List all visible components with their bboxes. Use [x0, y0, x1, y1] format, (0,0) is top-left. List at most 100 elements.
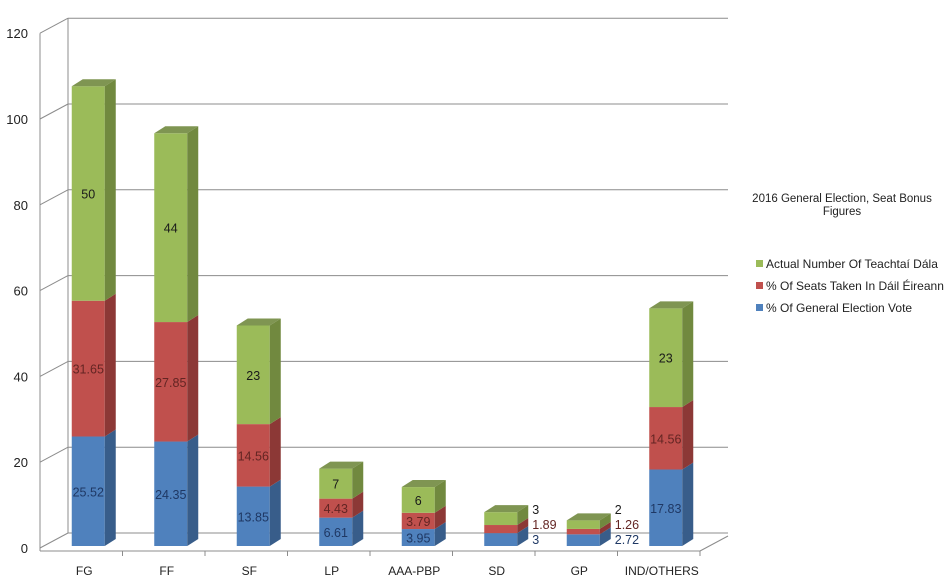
bar-segment-side [599, 527, 611, 546]
legend-swatch [756, 282, 763, 289]
data-label: 24.35 [155, 488, 186, 502]
bar-segment-front [71, 436, 105, 546]
bar-segment-side [599, 513, 611, 529]
bar-top [154, 126, 199, 134]
gridlines [39, 17, 728, 549]
bar-segment-front [319, 517, 353, 546]
bar-segment-side [269, 417, 281, 487]
bar-segment-front [319, 468, 353, 499]
bar-segment-side [517, 518, 529, 534]
data-label: 13.85 [238, 510, 269, 524]
bar-segment-side [104, 429, 116, 546]
bar-top [484, 505, 529, 513]
bar-segment-front [484, 525, 518, 534]
chart-title: Figures [823, 206, 862, 218]
bar-segment-side [352, 510, 364, 546]
bar-segment-front [484, 512, 518, 526]
bar-segment-front [154, 322, 188, 442]
data-label: 14.56 [650, 432, 681, 446]
x-tick-label: AAA-PBP [388, 564, 440, 578]
data-label: 50 [81, 187, 95, 201]
data-label: 23 [659, 352, 673, 366]
bar-segment-front [401, 529, 435, 546]
bar-segment-front [566, 534, 600, 546]
x-tick-label: SF [242, 564, 257, 578]
legend-swatch [756, 304, 763, 311]
bar-segment-front [484, 533, 518, 546]
bar-segment-front [566, 520, 600, 529]
bar-segment-front [649, 308, 683, 408]
y-tick-label: 120 [6, 26, 28, 41]
bar-top [319, 461, 364, 469]
data-label: 31.65 [73, 363, 104, 377]
y-tick-label: 40 [14, 369, 28, 384]
bar-top [71, 79, 116, 87]
data-label: 6 [415, 494, 422, 508]
bar-segment-front [71, 300, 105, 437]
x-tick-label: IND/OTHERS [625, 564, 699, 578]
bar-top [401, 480, 446, 488]
y-tick-label: 80 [14, 198, 28, 213]
y-tick-label: 20 [14, 455, 28, 470]
y-tick-label: 60 [14, 284, 28, 299]
bar-stack-ff: 24.35 27.85 44 [154, 126, 199, 546]
data-label: 4.43 [324, 502, 348, 516]
data-label: 14.56 [238, 449, 269, 463]
data-label: 1.26 [615, 518, 639, 532]
bar-segment-front [649, 407, 683, 470]
bar-segment-side [599, 521, 611, 535]
data-label: 2.72 [615, 533, 639, 547]
bar-segment-front [649, 469, 683, 546]
bar-segment-side [352, 461, 364, 499]
legend: 2016 General Election, Seat BonusFigures… [752, 193, 944, 315]
legend-label: Actual Number Of Teachtaí Dála [766, 257, 938, 271]
bar-segment-side [517, 505, 529, 526]
bar-stack-fg: 25.52 31.65 50 [71, 79, 116, 546]
bar-segment-side [104, 79, 116, 301]
bar-segment-side [434, 480, 446, 513]
bar-segment-side [682, 301, 694, 408]
data-label: 27.85 [155, 376, 186, 390]
bar-segment-front [154, 133, 188, 323]
bar-segment-front [236, 486, 270, 546]
bar-segment-side [517, 526, 529, 546]
bar-segment-front [236, 424, 270, 487]
bar-segment-side [187, 315, 199, 442]
bar-stack-gp: 2.721.262 [566, 503, 639, 547]
data-label: 3.95 [406, 532, 430, 546]
gridline-side [39, 446, 69, 463]
bar-segment-side [269, 318, 281, 425]
data-label: 17.83 [650, 502, 681, 516]
gridline-side [39, 275, 69, 292]
bar-stack-sd: 31.893 [484, 503, 557, 547]
bar-segment-front [236, 325, 270, 425]
x-tick-label: SD [488, 564, 505, 578]
bar-stack-aaa-pbp: 3.95 3.79 6 [401, 480, 446, 546]
legend-label: % Of Seats Taken In Dáil Éireann [766, 278, 944, 293]
bar-segment-side [104, 293, 116, 437]
gridline-side [39, 103, 69, 120]
bar-segment-front [401, 512, 435, 530]
x-tick-label: LP [324, 564, 339, 578]
bar-segment-front [401, 487, 435, 513]
data-label: 6.61 [324, 526, 348, 540]
data-label: 2 [615, 503, 622, 517]
bar-stack-sf: 13.85 14.56 23 [236, 318, 281, 546]
chart-title: 2016 General Election, Seat Bonus [752, 193, 932, 205]
gridline-side [39, 17, 69, 34]
gridline-side [39, 189, 69, 206]
data-label: 7 [332, 478, 339, 492]
bar-segment-front [319, 498, 353, 518]
bar-segment-front [566, 528, 600, 535]
bar-segment-side [187, 434, 199, 546]
bar-stack-ind-others: 17.83 14.56 23 [649, 301, 694, 546]
data-label: 25.52 [73, 485, 104, 499]
gridline-side [39, 532, 69, 549]
gridline-side [39, 360, 69, 377]
bar-segment-side [682, 400, 694, 470]
bar-segment-side [434, 522, 446, 546]
y-tick-label: 0 [21, 541, 28, 556]
bar-top [566, 513, 611, 521]
bar-top [236, 318, 281, 326]
